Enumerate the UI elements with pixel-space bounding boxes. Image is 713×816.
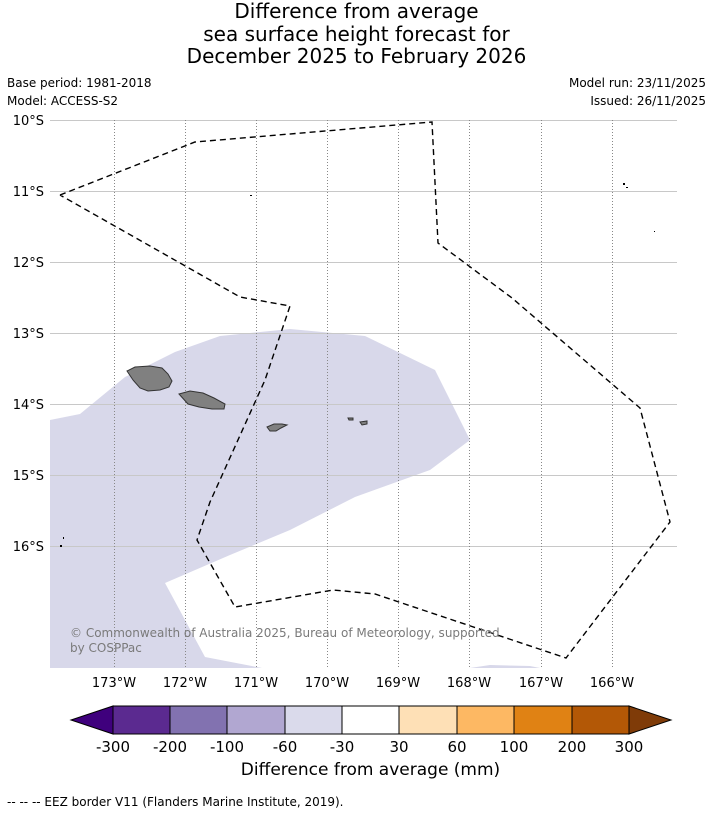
issued-date: Issued: 26/11/2025 [590, 94, 706, 108]
colorbar-bin-1 [112, 705, 171, 735]
lat-label-12S: 12°S [13, 256, 44, 271]
colorbar-bin-3 [226, 705, 286, 735]
island-dot-1 [250, 195, 252, 196]
lon-labels: 173°W 172°W 171°W 170°W 169°W 168°W 167°… [92, 676, 634, 691]
colorbar [69, 705, 673, 735]
base-period: Base period: 1981-2018 [7, 76, 152, 90]
colorbar-bin-7 [456, 705, 515, 735]
colorbar-extend-low [69, 705, 114, 735]
model-name: Model: ACCESS-S2 [7, 94, 119, 108]
cbar-tick-m100: -100 [210, 738, 244, 756]
lon-label-166W: 166°W [590, 676, 634, 691]
copyright-box: © Commonwealth of Australia 2025, Bureau… [70, 626, 500, 655]
title-line-2: sea surface height forecast for [203, 21, 510, 46]
colorbar-extend-high [628, 705, 673, 735]
island-dot-6 [63, 537, 64, 539]
cbar-tick-m300: -300 [96, 738, 130, 756]
meta-right: Model run: 23/11/2025 Issued: 26/11/2025 [569, 74, 706, 110]
lat-label-15S: 15°S [13, 469, 44, 484]
anomaly-region-small [470, 665, 540, 668]
island-ofu [347, 417, 354, 421]
island-upolu [178, 390, 226, 410]
lon-label-169W: 169°W [376, 676, 420, 691]
lon-label-168W: 168°W [447, 676, 491, 691]
colorbar-bin-5 [341, 705, 400, 735]
colorbar-bin-4 [284, 705, 343, 735]
island-savaii [126, 365, 173, 392]
meta-left: Base period: 1981-2018 Model: ACCESS-S2 [7, 74, 152, 110]
lat-label-14S: 14°S [13, 398, 44, 413]
lon-label-173W: 173°W [92, 676, 136, 691]
lat-label-13S: 13°S [13, 327, 44, 342]
title-line-1: Difference from average [234, 0, 479, 23]
lon-label-172W: 172°W [163, 676, 207, 691]
eez-legend: -- -- -- EEZ border V11 (Flanders Marine… [7, 795, 344, 809]
lon-label-167W: 167°W [519, 676, 563, 691]
lat-label-11S: 11°S [13, 185, 44, 200]
cbar-tick-200: 200 [558, 738, 587, 756]
eez-border [59, 121, 671, 659]
colorbar-bin-8 [513, 705, 573, 735]
colorbar-bin-6 [398, 705, 458, 735]
chart-title: Difference from average sea surface heig… [0, 0, 713, 68]
island-dot-3 [626, 187, 628, 188]
land-layer [126, 365, 368, 432]
cbar-tick-m30: -30 [330, 738, 355, 756]
small-islands [60, 183, 655, 547]
cbar-tick-100: 100 [500, 738, 529, 756]
lat-labels: 10°S 11°S 12°S 13°S 14°S 15°S 16°S [13, 114, 44, 555]
island-dot-4 [654, 231, 655, 232]
lat-label-10S: 10°S [13, 114, 44, 129]
island-tutuila [266, 423, 289, 432]
title-line-3: December 2025 to February 2026 [186, 44, 527, 68]
eez-samoa [59, 121, 671, 659]
lat-label-16S: 16°S [13, 540, 44, 555]
island-tau [359, 420, 368, 426]
anomaly-region [50, 329, 470, 668]
island-dot-5 [60, 545, 62, 547]
cbar-tick-300: 300 [615, 738, 644, 756]
grid-lines [50, 120, 677, 547]
lon-label-171W: 171°W [234, 676, 278, 691]
grid-lines-lon [114, 120, 613, 668]
cbar-tick-60: 60 [447, 738, 466, 756]
colorbar-ticks: -300 -200 -100 -60 -30 30 60 100 200 300 [96, 738, 643, 756]
anomaly-layer [50, 329, 540, 668]
colorbar-bin-9 [571, 705, 630, 735]
colorbar-title: Difference from average (mm) [240, 760, 501, 780]
colorbar-bin-2 [169, 705, 228, 735]
cbar-tick-30: 30 [389, 738, 408, 756]
copyright-text: © Commonwealth of Australia 2025, Bureau… [70, 626, 500, 655]
lon-label-170W: 170°W [305, 676, 349, 691]
cbar-tick-m60: -60 [273, 738, 298, 756]
model-run: Model run: 23/11/2025 [568, 76, 706, 90]
cbar-tick-m200: -200 [153, 738, 187, 756]
island-dot-2 [623, 183, 625, 185]
